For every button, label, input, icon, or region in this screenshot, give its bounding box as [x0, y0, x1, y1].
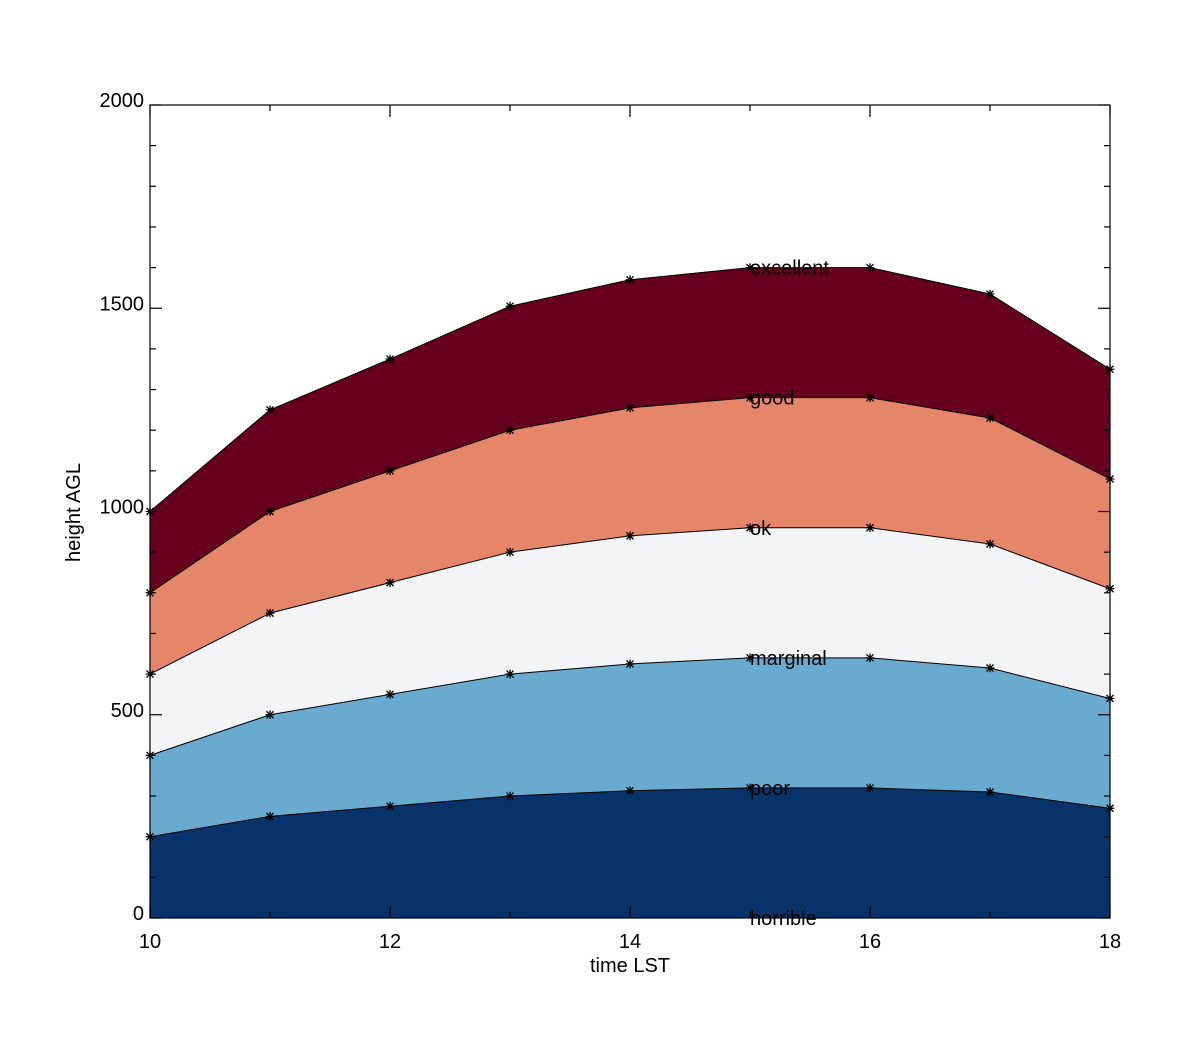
- data-point-marker: [385, 354, 395, 364]
- bands-layer: [150, 267, 1110, 918]
- y-tick-label: 1000: [100, 497, 145, 519]
- data-point-marker: [865, 783, 875, 793]
- band-label-ok: ok: [750, 518, 772, 540]
- data-point-marker: [625, 403, 635, 413]
- x-axis-title: time LST: [590, 955, 670, 977]
- band-label-horrible: horrible: [750, 908, 817, 930]
- data-point-marker: [745, 523, 755, 533]
- y-tick-label: 1500: [100, 293, 145, 315]
- data-point-marker: [625, 786, 635, 796]
- data-point-marker: [265, 608, 275, 618]
- band-label-poor: poor: [750, 778, 790, 800]
- x-tick-label: 10: [139, 931, 161, 953]
- data-point-marker: [385, 466, 395, 476]
- data-point-marker: [865, 263, 875, 272]
- y-tick-label: 0: [133, 903, 144, 925]
- y-tick-label: 500: [111, 700, 144, 722]
- y-axis-title: height AGL: [63, 463, 85, 562]
- data-point-marker: [985, 663, 995, 673]
- data-point-marker: [625, 275, 635, 285]
- x-tick-label: 16: [859, 931, 881, 953]
- data-point-marker: [505, 669, 515, 679]
- data-point-marker: [745, 653, 755, 663]
- x-tick-label: 12: [379, 931, 401, 953]
- data-point-marker: [505, 547, 515, 557]
- data-point-marker: [265, 710, 275, 720]
- band-label-marginal: marginal: [750, 648, 827, 670]
- band-poor: [150, 657, 1110, 837]
- data-point-marker: [505, 301, 515, 311]
- band-label-good: good: [750, 388, 795, 410]
- band-horrible: [150, 787, 1110, 918]
- data-point-marker: [265, 812, 275, 821]
- ticks-layer: [149, 104, 1111, 919]
- data-point-marker: [985, 413, 995, 423]
- data-point-marker: [385, 690, 395, 699]
- data-point-marker: [865, 653, 875, 663]
- data-point-marker: [985, 787, 995, 797]
- data-point-marker: [625, 531, 635, 541]
- band-label-excellent: excellent: [750, 258, 829, 280]
- data-point-marker: [985, 289, 995, 299]
- band-good: [150, 267, 1110, 593]
- data-point-marker: [385, 801, 395, 811]
- y-tick-label: 2000: [100, 90, 145, 112]
- x-tick-label: 18: [1099, 931, 1121, 953]
- data-point-marker: [865, 393, 875, 402]
- data-point-marker: [745, 393, 755, 402]
- data-point-marker: [505, 791, 515, 801]
- data-point-marker: [505, 425, 515, 435]
- data-point-marker: [265, 507, 275, 516]
- tick-labels-layer: 10 12 14 16 18 0 500 1000 1500 2000: [100, 90, 1122, 953]
- data-point-marker: [625, 659, 635, 669]
- data-point-marker: [745, 783, 755, 793]
- data-point-marker: [265, 405, 275, 415]
- x-tick-label: 14: [619, 931, 641, 953]
- data-point-marker: [985, 539, 995, 549]
- data-point-marker: [745, 263, 755, 272]
- data-point-marker: [385, 578, 395, 587]
- annotations-layer: horrible poor marginal ok good excellent: [750, 258, 829, 930]
- data-point-marker: [865, 523, 875, 533]
